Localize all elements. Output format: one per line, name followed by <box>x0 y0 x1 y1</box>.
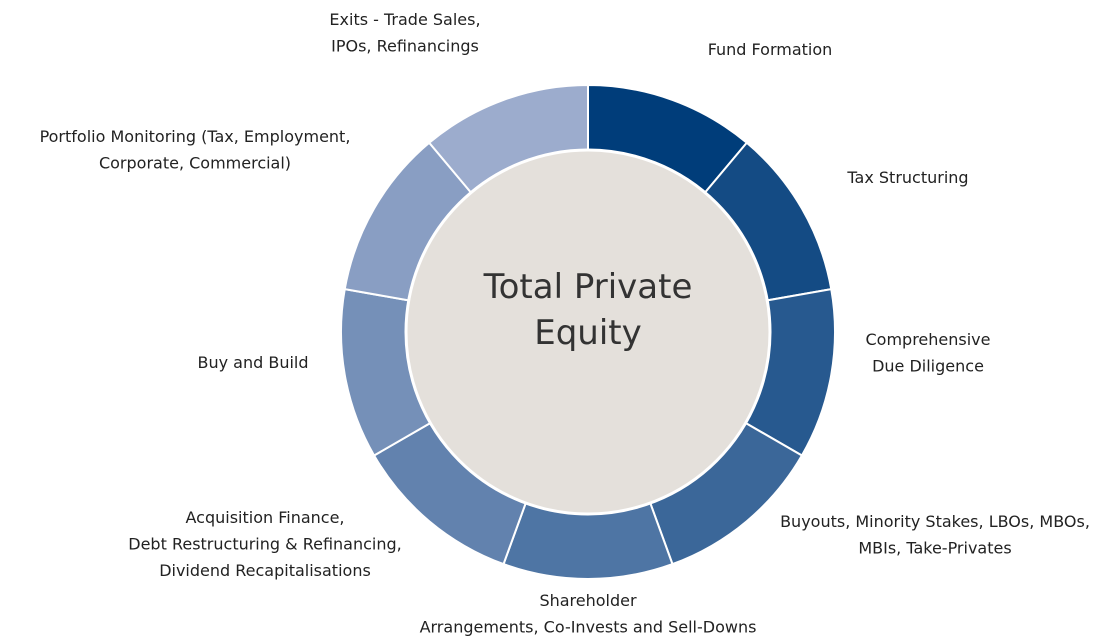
labels: Fund Formation Tax Structuring Comprehensi… <box>40 10 1090 637</box>
segment-label: Buyouts, Minority Stakes, LBOs, MBOs, MBI… <box>780 512 1090 558</box>
ring <box>340 83 836 580</box>
label-line: Exits - Trade Sales, <box>329 10 480 29</box>
segment-label: Shareholder Arrangements, Co-Invests and … <box>420 591 757 637</box>
segment-label: Tax Structuring <box>846 168 968 187</box>
segment-label: Fund Formation <box>708 40 833 59</box>
center-line: Equity <box>534 313 642 353</box>
label-line: Corporate, Commercial) <box>99 153 291 172</box>
segment-label: Buy and Build <box>197 353 308 372</box>
segment-label: Comprehensive Due Diligence <box>866 330 991 376</box>
label-line: Shareholder <box>539 591 637 610</box>
segment-label: Acquisition Finance, Debt Restructuring &… <box>128 508 401 580</box>
label-line: Portfolio Monitoring (Tax, Employment, <box>40 127 351 146</box>
label-line: Tax Structuring <box>846 168 968 187</box>
label-line: Arrangements, Co-Invests and Sell-Downs <box>420 617 757 636</box>
segment-label: Portfolio Monitoring (Tax, Employment, Co… <box>40 127 351 173</box>
label-line: IPOs, Refinancings <box>331 36 479 55</box>
label-line: Fund Formation <box>708 40 833 59</box>
label-line: Buyouts, Minority Stakes, LBOs, MBOs, <box>780 512 1090 531</box>
segment-label: Exits - Trade Sales, IPOs, Refinancings <box>329 10 480 56</box>
label-line: Acquisition Finance, <box>185 508 344 527</box>
center-line: Total Private <box>483 267 693 307</box>
label-line: Comprehensive <box>866 330 991 349</box>
center-circle <box>404 148 772 516</box>
label-line: Debt Restructuring & Refinancing, <box>128 534 401 553</box>
label-line: Dividend Recapitalisations <box>159 561 371 580</box>
label-line: MBIs, Take-Privates <box>858 538 1011 557</box>
center-title: Total Private Equity <box>483 267 693 353</box>
label-line: Buy and Build <box>197 353 308 372</box>
label-line: Due Diligence <box>872 356 984 375</box>
